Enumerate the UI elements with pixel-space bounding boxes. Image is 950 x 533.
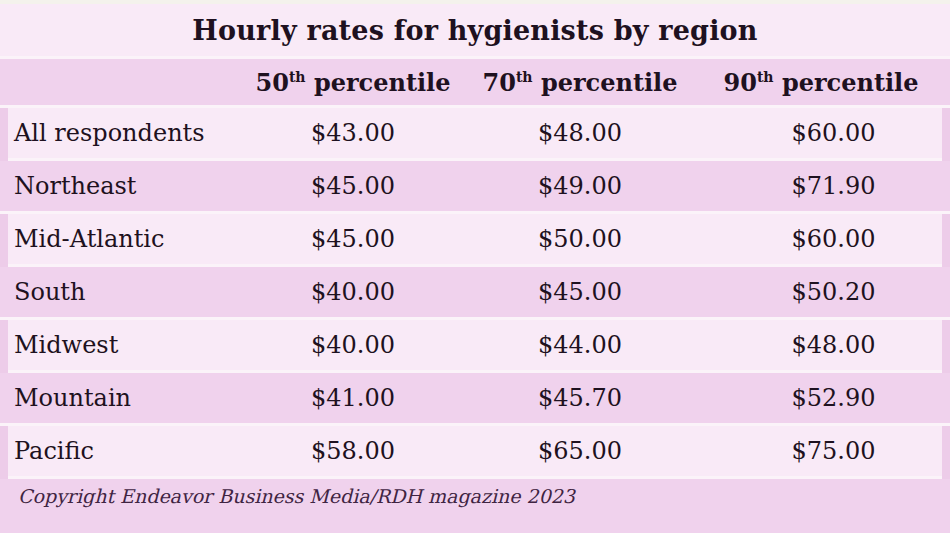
rate-70th: $49.00 bbox=[460, 172, 700, 200]
region-label: Mountain bbox=[8, 384, 246, 412]
rate-50th: $58.00 bbox=[246, 437, 460, 465]
rate-90th: $60.00 bbox=[700, 225, 942, 253]
region-label: South bbox=[8, 278, 246, 306]
percentile-label: percentile bbox=[533, 68, 678, 97]
table-row-midwest: Midwest $40.00 $44.00 $48.00 bbox=[8, 320, 942, 373]
table-row-northeast: Northeast $45.00 $49.00 $71.90 bbox=[0, 161, 950, 214]
percentile-number: 70 bbox=[482, 68, 515, 97]
footer-row: Copyright Endeavor Business Media/RDH ma… bbox=[0, 479, 950, 533]
column-header-90th-percentile: 90th percentile bbox=[700, 68, 942, 97]
rate-70th: $45.00 bbox=[460, 278, 700, 306]
rate-70th: $50.00 bbox=[460, 225, 700, 253]
table-row-mountain: Mountain $41.00 $45.70 $52.90 bbox=[0, 373, 950, 426]
rate-90th: $71.90 bbox=[700, 172, 942, 200]
rate-90th: $48.00 bbox=[700, 331, 942, 359]
table-row-mid-atlantic: Mid-Atlantic $45.00 $50.00 $60.00 bbox=[8, 214, 942, 267]
rates-table-graphic: Hourly rates for hygienists by region 50… bbox=[0, 0, 950, 533]
column-header-50th-percentile: 50th percentile bbox=[246, 68, 460, 97]
rate-70th: $45.70 bbox=[460, 384, 700, 412]
rate-90th: $75.00 bbox=[700, 437, 942, 465]
region-label: All respondents bbox=[8, 119, 246, 147]
table-row-all-respondents: All respondents $43.00 $48.00 $60.00 bbox=[8, 108, 942, 161]
rate-70th: $44.00 bbox=[460, 331, 700, 359]
header-row: 50th percentile 70th percentile 90th per… bbox=[0, 59, 950, 108]
column-header-70th-percentile: 70th percentile bbox=[460, 68, 700, 97]
rate-90th: $60.00 bbox=[700, 119, 942, 147]
percentile-label: percentile bbox=[774, 68, 919, 97]
region-label: Pacific bbox=[8, 437, 246, 465]
title-row: Hourly rates for hygienists by region bbox=[0, 4, 950, 59]
ordinal-suffix: th bbox=[757, 69, 774, 85]
copyright-text: Copyright Endeavor Business Media/RDH ma… bbox=[0, 479, 950, 507]
ordinal-suffix: th bbox=[516, 69, 533, 85]
percentile-number: 90 bbox=[723, 68, 756, 97]
rate-50th: $40.00 bbox=[246, 331, 460, 359]
rate-50th: $40.00 bbox=[246, 278, 460, 306]
percentile-number: 50 bbox=[255, 68, 288, 97]
table-row-south: South $40.00 $45.00 $50.20 bbox=[0, 267, 950, 320]
rate-70th: $65.00 bbox=[460, 437, 700, 465]
region-label: Midwest bbox=[8, 331, 246, 359]
rate-90th: $50.20 bbox=[700, 278, 942, 306]
ordinal-suffix: th bbox=[289, 69, 306, 85]
rate-50th: $41.00 bbox=[246, 384, 460, 412]
rate-50th: $43.00 bbox=[246, 119, 460, 147]
region-label: Mid-Atlantic bbox=[8, 225, 246, 253]
table-title: Hourly rates for hygienists by region bbox=[192, 15, 757, 46]
rate-50th: $45.00 bbox=[246, 225, 460, 253]
rate-70th: $48.00 bbox=[460, 119, 700, 147]
rate-50th: $45.00 bbox=[246, 172, 460, 200]
region-label: Northeast bbox=[8, 172, 246, 200]
percentile-label: percentile bbox=[306, 68, 451, 97]
table-row-pacific: Pacific $58.00 $65.00 $75.00 bbox=[8, 426, 942, 479]
rate-90th: $52.90 bbox=[700, 384, 942, 412]
